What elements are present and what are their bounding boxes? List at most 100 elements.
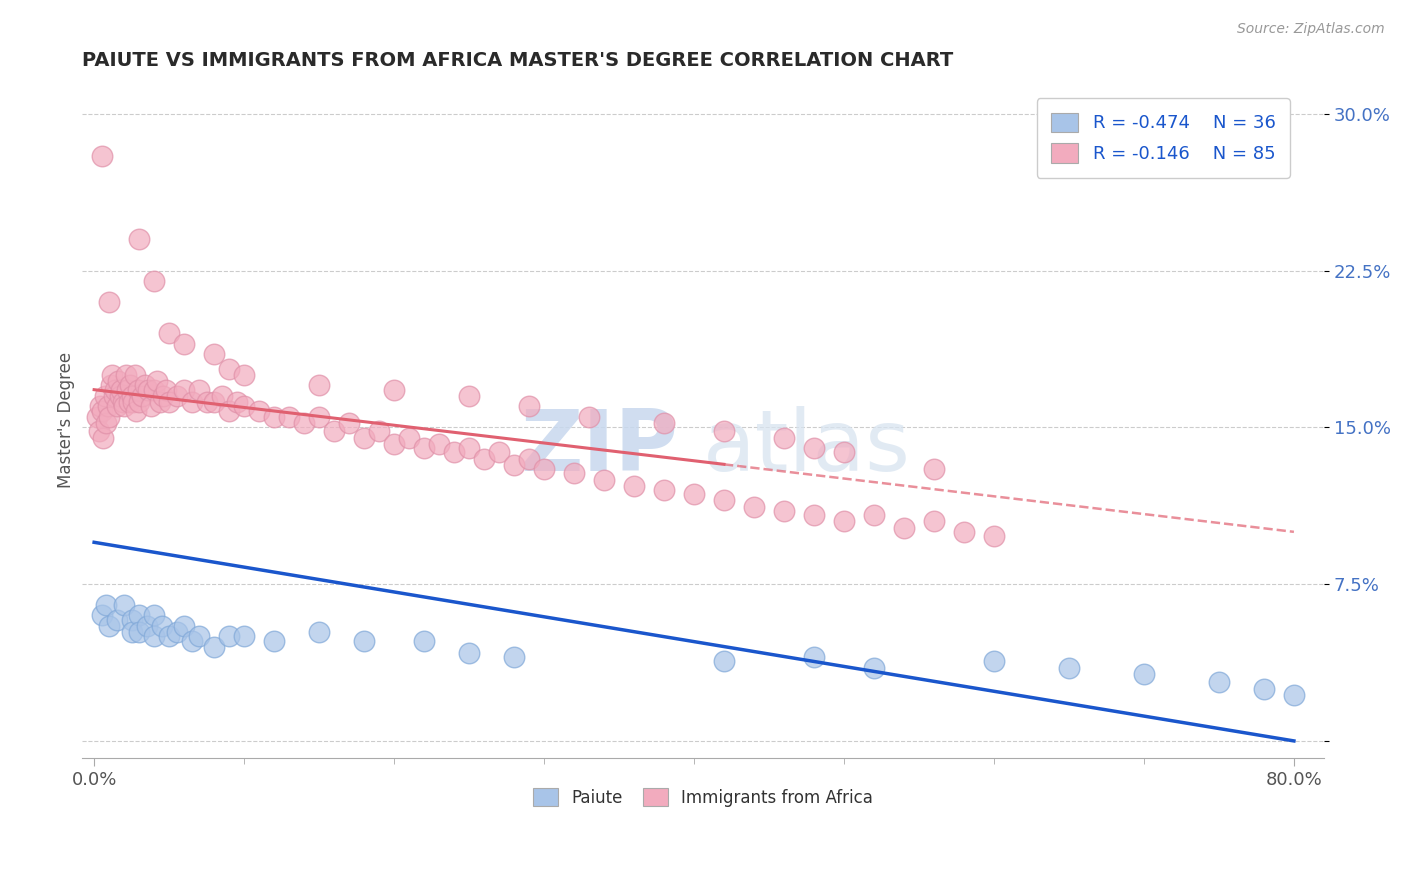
Point bbox=[353, 633, 375, 648]
Point bbox=[292, 416, 315, 430]
Point bbox=[86, 409, 108, 424]
Point bbox=[202, 347, 225, 361]
Point bbox=[166, 389, 188, 403]
Point bbox=[742, 500, 765, 514]
Point bbox=[1208, 675, 1230, 690]
Point bbox=[143, 629, 166, 643]
Point bbox=[117, 395, 139, 409]
Point bbox=[121, 389, 143, 403]
Point bbox=[94, 416, 117, 430]
Point bbox=[623, 479, 645, 493]
Point bbox=[832, 515, 855, 529]
Point bbox=[427, 437, 450, 451]
Point bbox=[166, 625, 188, 640]
Point bbox=[180, 633, 202, 648]
Point bbox=[112, 598, 135, 612]
Point bbox=[112, 400, 135, 414]
Point bbox=[121, 625, 143, 640]
Point bbox=[124, 368, 146, 382]
Point bbox=[122, 395, 145, 409]
Point bbox=[533, 462, 555, 476]
Point bbox=[652, 416, 675, 430]
Point bbox=[89, 400, 111, 414]
Point bbox=[517, 451, 540, 466]
Point bbox=[398, 431, 420, 445]
Point bbox=[136, 383, 159, 397]
Point bbox=[97, 400, 120, 414]
Point bbox=[188, 629, 211, 643]
Point bbox=[458, 389, 481, 403]
Point bbox=[143, 608, 166, 623]
Point bbox=[1133, 667, 1156, 681]
Point bbox=[773, 431, 796, 445]
Point bbox=[110, 383, 132, 397]
Point bbox=[100, 378, 122, 392]
Point bbox=[202, 640, 225, 654]
Point bbox=[173, 619, 195, 633]
Point bbox=[103, 389, 125, 403]
Point bbox=[983, 529, 1005, 543]
Point bbox=[128, 232, 150, 246]
Point bbox=[443, 445, 465, 459]
Text: atlas: atlas bbox=[703, 406, 911, 489]
Point bbox=[157, 395, 180, 409]
Point bbox=[157, 326, 180, 341]
Point bbox=[157, 629, 180, 643]
Point bbox=[683, 487, 706, 501]
Point bbox=[593, 473, 616, 487]
Point bbox=[458, 441, 481, 455]
Point bbox=[233, 629, 256, 643]
Point bbox=[922, 515, 945, 529]
Point bbox=[503, 458, 526, 472]
Point bbox=[713, 493, 735, 508]
Point bbox=[803, 441, 825, 455]
Point bbox=[127, 383, 149, 397]
Point bbox=[105, 613, 128, 627]
Point bbox=[263, 633, 285, 648]
Point bbox=[472, 451, 495, 466]
Point bbox=[863, 661, 886, 675]
Point bbox=[152, 389, 174, 403]
Point bbox=[863, 508, 886, 522]
Point bbox=[1057, 661, 1080, 675]
Point bbox=[121, 613, 143, 627]
Point bbox=[713, 655, 735, 669]
Point bbox=[149, 395, 172, 409]
Point bbox=[101, 368, 124, 382]
Point bbox=[128, 625, 150, 640]
Point bbox=[503, 650, 526, 665]
Text: PAIUTE VS IMMIGRANTS FROM AFRICA MASTER'S DEGREE CORRELATION CHART: PAIUTE VS IMMIGRANTS FROM AFRICA MASTER'… bbox=[82, 51, 953, 70]
Point bbox=[562, 467, 585, 481]
Point bbox=[107, 374, 129, 388]
Point bbox=[578, 409, 600, 424]
Point bbox=[953, 524, 976, 539]
Point bbox=[125, 403, 148, 417]
Point bbox=[87, 425, 110, 439]
Point bbox=[337, 416, 360, 430]
Point bbox=[134, 378, 156, 392]
Point bbox=[90, 608, 112, 623]
Point bbox=[308, 378, 330, 392]
Point bbox=[188, 383, 211, 397]
Point bbox=[98, 409, 121, 424]
Point bbox=[111, 395, 134, 409]
Point bbox=[155, 383, 177, 397]
Point bbox=[893, 521, 915, 535]
Point bbox=[128, 395, 150, 409]
Point bbox=[139, 400, 162, 414]
Point bbox=[150, 619, 173, 633]
Point bbox=[104, 383, 127, 397]
Point bbox=[263, 409, 285, 424]
Point bbox=[131, 389, 153, 403]
Point bbox=[195, 395, 218, 409]
Point bbox=[143, 383, 166, 397]
Text: ZIP: ZIP bbox=[520, 406, 678, 489]
Point bbox=[713, 425, 735, 439]
Point bbox=[773, 504, 796, 518]
Point bbox=[922, 462, 945, 476]
Point bbox=[652, 483, 675, 497]
Text: Source: ZipAtlas.com: Source: ZipAtlas.com bbox=[1237, 22, 1385, 37]
Point bbox=[233, 400, 256, 414]
Point bbox=[91, 431, 114, 445]
Point bbox=[382, 437, 405, 451]
